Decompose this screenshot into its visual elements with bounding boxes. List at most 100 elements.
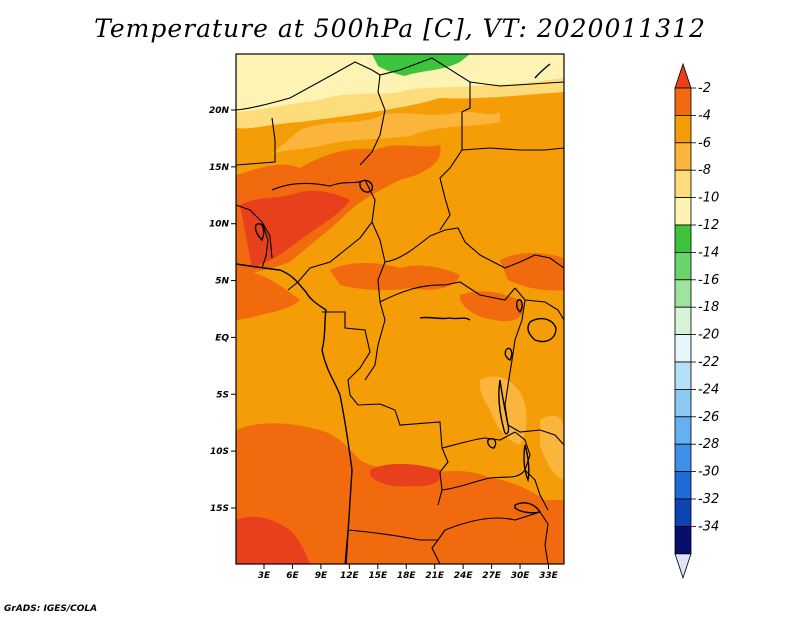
lat-tick-label: 15N <box>209 163 230 173</box>
longitude-axis: 3E 6E 9E 12E 15E 18E 21E 24E 27E 30E 33E <box>258 564 559 581</box>
colorbar-box <box>674 526 692 555</box>
credit-text: GrADS: IGES/COLA <box>4 604 98 614</box>
lon-tick-label: 3E <box>258 571 271 581</box>
lon-tick-label: 33E <box>539 571 559 581</box>
colorbar-box <box>674 388 692 418</box>
lat-tick-label: 5N <box>215 277 229 287</box>
border-libya-egypt <box>469 81 564 87</box>
border-mozambique <box>544 523 549 564</box>
lon-tick-label: 30E <box>511 571 531 581</box>
border-niger-chad <box>379 57 471 199</box>
lon-tick-label: 21E <box>425 571 445 581</box>
colorbar-box <box>674 279 692 308</box>
lake-albert <box>515 299 523 314</box>
chart-title: Temperature at 500hPa [C], VT: 202001131… <box>94 14 706 43</box>
colorbar-bottom-arrow <box>674 553 692 580</box>
congo-river <box>419 316 471 321</box>
colorbar-box <box>674 224 692 253</box>
colorbar-box <box>674 115 692 144</box>
lon-tick-label: 12E <box>340 571 360 581</box>
lon-tick-label: 9E <box>315 571 328 581</box>
colorbar-label: -30 <box>698 465 719 480</box>
colorbar-box <box>674 471 692 500</box>
cool-patch-east <box>479 376 527 445</box>
colorbar-box <box>674 334 692 363</box>
border-south-sudan <box>519 254 564 269</box>
lon-tick-label: 18E <box>397 571 417 581</box>
colorbar-box <box>674 443 692 473</box>
colorbar-label: -18 <box>698 300 719 315</box>
colorbar-top-arrow <box>674 62 692 89</box>
colorbar-label: -32 <box>698 492 719 507</box>
colorbar: -2 -4 -6 -8 -10 -12 -14 -16 -18 -20 -22 -24 -26 -28 -3… <box>674 62 719 580</box>
border-chad-car <box>384 227 521 269</box>
lake-tanganyika <box>498 379 510 435</box>
colorbar-label: -24 <box>698 382 719 397</box>
border-zimbabwe <box>444 511 549 531</box>
lake-malawi <box>523 444 530 483</box>
colorbar-label: -4 <box>698 108 711 123</box>
lat-tick-label: 10S <box>210 447 229 457</box>
temperature-field <box>236 54 564 564</box>
lat-tick-label: 5S <box>216 390 229 400</box>
cool-belt-north-mid <box>270 111 500 155</box>
border-west-sahel <box>236 117 276 166</box>
colorbar-box <box>674 251 692 281</box>
border-kenya-uganda <box>524 299 564 321</box>
warm-patch-east <box>500 253 564 291</box>
colorbar-label: -8 <box>698 163 711 178</box>
border-gabon-congo <box>322 311 371 396</box>
border-botswana <box>431 539 441 564</box>
border-north-vertical <box>359 74 386 166</box>
warm-band-west-core <box>240 190 350 268</box>
colorbar-box <box>674 361 692 390</box>
border-west-coast <box>236 204 269 269</box>
lake-kivu <box>504 347 513 361</box>
lake-chad <box>359 179 374 193</box>
border-drc-east <box>504 287 526 426</box>
colorbar-label: -10 <box>698 191 719 206</box>
colorbar-box <box>674 197 692 226</box>
gulf-coast <box>236 263 353 564</box>
warm-field-south <box>236 423 564 564</box>
colorbar-label: -22 <box>698 355 719 370</box>
border-drc-south <box>441 431 516 449</box>
latitude-axis: 20N 15N 10N 5N EQ 5S 10S 15S <box>209 106 236 514</box>
colorbar-label: -34 <box>698 519 719 534</box>
warm-patch-coast <box>236 270 300 320</box>
border-angola-north <box>349 394 443 449</box>
red-sea-coast <box>534 63 551 79</box>
border-nigeria-cameroon <box>287 179 376 291</box>
colorbar-box <box>674 416 692 445</box>
warm-patch-central <box>330 263 460 291</box>
colorbar-box <box>674 87 692 116</box>
lake-volta <box>254 223 265 242</box>
lon-tick-label: 15E <box>368 571 388 581</box>
border-sudan-east <box>461 147 564 151</box>
colorbar-label: -6 <box>698 136 711 151</box>
border-benin-togo <box>261 221 273 259</box>
colorbar-box <box>674 142 692 171</box>
border-sudan <box>439 197 451 231</box>
border-nigeria-north <box>271 179 366 191</box>
coastlines-lakes <box>236 63 557 564</box>
country-borders <box>236 57 564 564</box>
warm-field-south-patch <box>370 463 441 487</box>
lat-tick-label: 15S <box>210 504 229 514</box>
border-tanzania <box>507 424 564 446</box>
border-angola-namibia <box>347 529 446 541</box>
colorbar-label: -16 <box>698 273 719 288</box>
colorbar-box <box>674 306 692 336</box>
border-sahara <box>236 61 381 111</box>
colorbar-label: -26 <box>698 410 719 425</box>
lon-tick-label: 27E <box>482 571 502 581</box>
border-malawi <box>524 469 549 511</box>
lake-mweru <box>487 438 497 449</box>
colorbar-box <box>674 498 692 527</box>
border-congo-drc <box>364 301 386 381</box>
lat-tick-label: 10N <box>209 220 230 230</box>
lat-tick-label: 20N <box>209 106 230 116</box>
colorbar-label: -2 <box>698 81 711 96</box>
lon-tick-label: 6E <box>286 571 299 581</box>
